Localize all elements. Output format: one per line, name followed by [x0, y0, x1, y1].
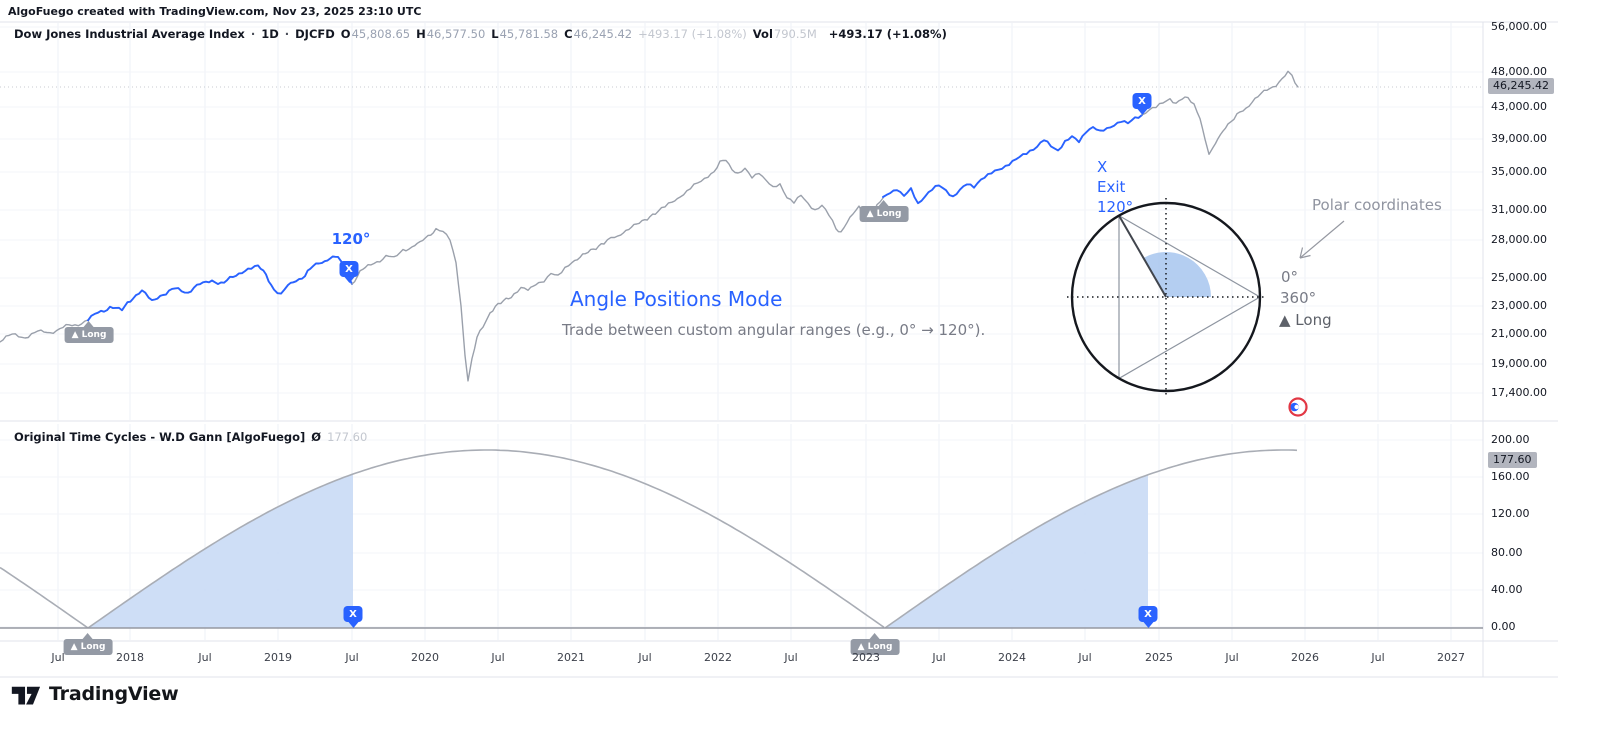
exit-annotation: X Exit 120° — [1097, 157, 1133, 217]
change-strong: +493.17 (+1.08%) — [828, 27, 947, 41]
indicator-legend[interactable]: Original Time Cycles - W.D Gann [AlgoFue… — [14, 430, 367, 444]
interval-label: 1D — [261, 27, 279, 41]
time-tick-label: Jul — [784, 651, 798, 664]
time-tick-label: 2018 — [116, 651, 144, 664]
price-tick-label: 35,000.00 — [1491, 165, 1547, 178]
main-chart-legend[interactable]: Dow Jones Industrial Average Index · 1D … — [14, 27, 947, 41]
price-tick-label: 56,000.00 — [1491, 20, 1547, 33]
ohlc-high: H 46,577.50 — [416, 27, 485, 41]
indicator-tick-label: 200.00 — [1491, 433, 1530, 446]
attribution-note: AlgoFuego created with TradingView.com, … — [8, 5, 422, 18]
exit-marker-badge: X — [1132, 93, 1152, 109]
open-label: O — [340, 27, 351, 41]
exit-line-2: Exit — [1097, 178, 1126, 196]
indicator-value-badge: 177.60 — [1488, 452, 1537, 468]
symbol-title: Dow Jones Industrial Average Index — [14, 27, 245, 41]
annotation-subtitle: Trade between custom angular ranges (e.g… — [562, 321, 986, 339]
time-tick-label: 2020 — [411, 651, 439, 664]
price-tick-label: 43,000.00 — [1491, 100, 1547, 113]
ohlc-low: L 45,781.58 — [491, 27, 558, 41]
price-tick-label: 23,000.00 — [1491, 299, 1547, 312]
ohlc-open: O 45,808.65 — [341, 27, 410, 41]
polar-360deg-label: 360° — [1280, 289, 1317, 307]
time-tick-label: 2023 — [852, 651, 880, 664]
high-value: 46,577.50 — [426, 27, 486, 41]
time-tick-label: Jul — [1078, 651, 1092, 664]
separator-dot: · — [284, 27, 290, 41]
high-label: H — [416, 27, 426, 41]
price-tick-label: 19,000.00 — [1491, 357, 1547, 370]
time-tick-label: Jul — [51, 651, 65, 664]
indicator-tick-label: 120.00 — [1491, 507, 1530, 520]
time-tick-label: 2027 — [1437, 651, 1465, 664]
indicator-tick-label: 160.00 — [1491, 470, 1530, 483]
tradingview-logo-icon[interactable] — [10, 680, 41, 708]
low-label: L — [491, 27, 499, 41]
time-tick-label: Jul — [1371, 651, 1385, 664]
indicator-avg-symbol: Ø — [311, 430, 322, 444]
time-tick-label: Jul — [345, 651, 359, 664]
polar-coordinates-label: Polar coordinates — [1312, 196, 1442, 214]
price-tick-label: 25,000.00 — [1491, 271, 1547, 284]
time-tick-label: 2021 — [557, 651, 585, 664]
indicator-tick-label: 80.00 — [1491, 546, 1523, 559]
long-marker-badge: ▲ Long — [850, 639, 900, 655]
footer: TradingView — [10, 680, 179, 708]
polar-long-label: ▲ Long — [1279, 311, 1332, 329]
exit-marker-badge: X — [339, 261, 359, 277]
volume: Vol 790.5M — [753, 27, 817, 41]
indicator-title: Original Time Cycles - W.D Gann [AlgoFue… — [14, 430, 306, 444]
price-tick-label: 48,000.00 — [1491, 65, 1547, 78]
time-tick-label: 2026 — [1291, 651, 1319, 664]
price-tick-label: 31,000.00 — [1491, 203, 1547, 216]
current-price-badge: 46,245.42 — [1488, 78, 1554, 94]
low-value: 45,781.58 — [499, 27, 559, 41]
indicator-avg-value: 177.60 — [327, 430, 368, 444]
time-tick-label: 2019 — [264, 651, 292, 664]
symbol-code: DJCFD — [295, 27, 335, 41]
price-tick-label: 39,000.00 — [1491, 132, 1547, 145]
volume-label: Vol — [752, 27, 773, 41]
price-tick-label: 21,000.00 — [1491, 327, 1547, 340]
separator-dot: · — [250, 27, 256, 41]
time-tick-label: Jul — [638, 651, 652, 664]
close-label: C — [564, 27, 573, 41]
exit-marker-badge: X — [1138, 606, 1158, 622]
close-value: 46,245.42 — [573, 27, 633, 41]
exit-line-1: X — [1097, 158, 1108, 176]
time-tick-label: Jul — [491, 651, 505, 664]
long-marker-badge: ▲ Long — [64, 327, 114, 343]
change-muted: +493.17 (+1.08%) — [638, 27, 747, 41]
open-value: 45,808.65 — [351, 27, 411, 41]
time-tick-label: Jul — [198, 651, 212, 664]
ohlc-close: C 46,245.42 — [564, 27, 632, 41]
annotation-title: Angle Positions Mode — [570, 287, 783, 311]
time-tick-label: Jul — [932, 651, 946, 664]
polar-0deg-label: 0° — [1281, 268, 1299, 286]
indicator-tick-label: 0.00 — [1491, 620, 1516, 633]
volume-value: 790.5M — [773, 27, 817, 41]
long-marker-badge: ▲ Long — [63, 639, 113, 655]
time-tick-label: 2022 — [704, 651, 732, 664]
tradingview-brand[interactable]: TradingView — [49, 683, 179, 705]
time-tick-label: 2025 — [1145, 651, 1173, 664]
exit-line-3: 120° — [1097, 198, 1134, 216]
angle-120-label: 120° — [331, 230, 371, 248]
long-marker-badge: ▲ Long — [859, 206, 909, 222]
exit-marker-badge: X — [343, 606, 363, 622]
price-tick-label: 17,400.00 — [1491, 386, 1547, 399]
time-tick-label: 2024 — [998, 651, 1026, 664]
time-tick-label: Jul — [1225, 651, 1239, 664]
indicator-tick-label: 40.00 — [1491, 583, 1523, 596]
price-tick-label: 28,000.00 — [1491, 233, 1547, 246]
